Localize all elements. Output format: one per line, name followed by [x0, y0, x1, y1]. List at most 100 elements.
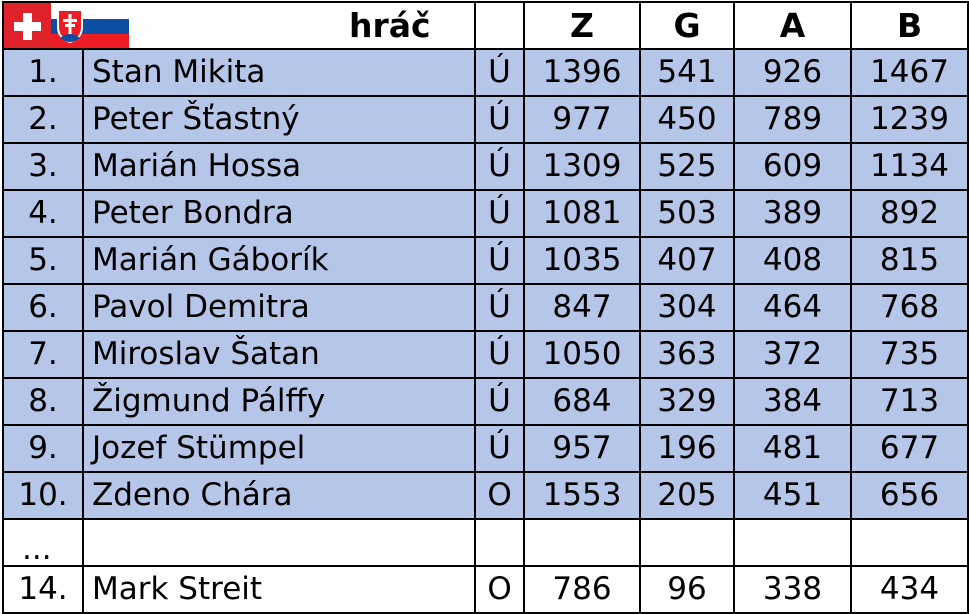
player-name-cell: Zdeno Chára — [81, 471, 477, 520]
games-cell: 1035 — [523, 236, 642, 285]
goals-cell: 407 — [639, 236, 736, 285]
table-row: 1. Stan Mikita Ú 1396 541 926 1467 — [2, 48, 969, 97]
goals-cell: 205 — [639, 471, 736, 520]
table-row: 2. Peter Šťastný Ú 977 450 789 1239 — [2, 95, 969, 144]
points-cell: 1467 — [850, 48, 969, 97]
status-cell: O — [474, 565, 526, 614]
points-cell: 768 — [850, 283, 969, 332]
rank-cell: 8. — [2, 377, 84, 426]
status-cell: Ú — [474, 377, 526, 426]
flags-group — [5, 4, 129, 47]
goals-cell: 196 — [639, 424, 736, 473]
rank-cell: 3. — [2, 142, 84, 191]
games-cell: 1081 — [523, 189, 642, 238]
goals-cell: 363 — [639, 330, 736, 379]
points-cell: 892 — [850, 189, 969, 238]
status-cell: Ú — [474, 236, 526, 285]
games-cell: 786 — [523, 565, 642, 614]
assists-cell: 464 — [733, 283, 853, 332]
table-row: 5. Marián Gáborík Ú 1035 407 408 815 — [2, 236, 969, 285]
status-cell: Ú — [474, 283, 526, 332]
games-header: Z — [523, 1, 642, 50]
table-row: 14. Mark Streit O 786 96 338 434 — [2, 565, 969, 614]
status-cell: Ú — [474, 95, 526, 144]
ellipsis-row: ... — [2, 518, 969, 567]
goals-cell: 96 — [639, 565, 736, 614]
rank-cell: 9. — [2, 424, 84, 473]
points-header: B — [850, 1, 969, 50]
games-cell: 1309 — [523, 142, 642, 191]
assists-cell: 609 — [733, 142, 853, 191]
table-row: 3. Marián Hossa Ú 1309 525 609 1134 — [2, 142, 969, 191]
assists-cell: 451 — [733, 471, 853, 520]
empty-cell — [523, 518, 642, 567]
status-cell: Ú — [474, 142, 526, 191]
rank-cell: 2. — [2, 95, 84, 144]
player-name-cell: Pavol Demitra — [81, 283, 477, 332]
player-name-cell: Žigmund Pálffy — [81, 377, 477, 426]
player-name-cell: Marián Hossa — [81, 142, 477, 191]
rank-cell: 14. — [2, 565, 84, 614]
games-cell: 957 — [523, 424, 642, 473]
games-cell: 847 — [523, 283, 642, 332]
assists-cell: 338 — [733, 565, 853, 614]
rank-cell: 6. — [2, 283, 84, 332]
assists-cell: 384 — [733, 377, 853, 426]
games-cell: 977 — [523, 95, 642, 144]
status-cell: Ú — [474, 189, 526, 238]
points-cell: 434 — [850, 565, 969, 614]
goals-cell: 541 — [639, 48, 736, 97]
games-cell: 1553 — [523, 471, 642, 520]
points-cell: 656 — [850, 471, 969, 520]
player-name-cell: Peter Bondra — [81, 189, 477, 238]
points-cell: 735 — [850, 330, 969, 379]
table-row: 7. Miroslav Šatan Ú 1050 363 372 735 — [2, 330, 969, 379]
status-cell: Ú — [474, 424, 526, 473]
slovakia-flag-icon — [51, 4, 129, 47]
rank-cell: 4. — [2, 189, 84, 238]
assists-cell: 926 — [733, 48, 853, 97]
status-cell: Ú — [474, 330, 526, 379]
assists-cell: 389 — [733, 189, 853, 238]
goals-cell: 304 — [639, 283, 736, 332]
games-cell: 1396 — [523, 48, 642, 97]
table-row: 6. Pavol Demitra Ú 847 304 464 768 — [2, 283, 969, 332]
points-cell: 1134 — [850, 142, 969, 191]
empty-cell — [733, 518, 853, 567]
assists-cell: 372 — [733, 330, 853, 379]
player-name-cell: Peter Šťastný — [81, 95, 477, 144]
table-row: 8. Žigmund Pálffy Ú 684 329 384 713 — [2, 377, 969, 426]
points-cell: 713 — [850, 377, 969, 426]
assists-header: A — [733, 1, 853, 50]
player-header-label: hráč — [349, 6, 431, 45]
rank-cell: 10. — [2, 471, 84, 520]
player-name-cell: Miroslav Šatan — [81, 330, 477, 379]
goals-cell: 450 — [639, 95, 736, 144]
player-header-cell: hráč — [1, 1, 477, 50]
goals-cell: 525 — [639, 142, 736, 191]
rank-cell: 5. — [2, 236, 84, 285]
table-row: 4. Peter Bondra Ú 1081 503 389 892 — [2, 189, 969, 238]
games-cell: 684 — [523, 377, 642, 426]
player-name-cell: Mark Streit — [81, 565, 477, 614]
header-row: hráč Z G A B — [1, 1, 969, 50]
empty-cell — [850, 518, 969, 567]
player-name-cell: Jozef Stümpel — [81, 424, 477, 473]
goals-cell: 503 — [639, 189, 736, 238]
points-cell: 1239 — [850, 95, 969, 144]
goals-header: G — [639, 1, 736, 50]
games-cell: 1050 — [523, 330, 642, 379]
rank-cell: 1. — [2, 48, 84, 97]
goals-cell: 329 — [639, 377, 736, 426]
status-cell: Ú — [474, 48, 526, 97]
assists-cell: 789 — [733, 95, 853, 144]
table-row: 9. Jozef Stümpel Ú 957 196 481 677 — [2, 424, 969, 473]
points-cell: 677 — [850, 424, 969, 473]
ellipsis-cell: ... — [2, 518, 84, 567]
player-name-cell: Marián Gáborík — [81, 236, 477, 285]
assists-cell: 481 — [733, 424, 853, 473]
player-name-cell: Stan Mikita — [81, 48, 477, 97]
table-row: 10. Zdeno Chára O 1553 205 451 656 — [2, 471, 969, 520]
